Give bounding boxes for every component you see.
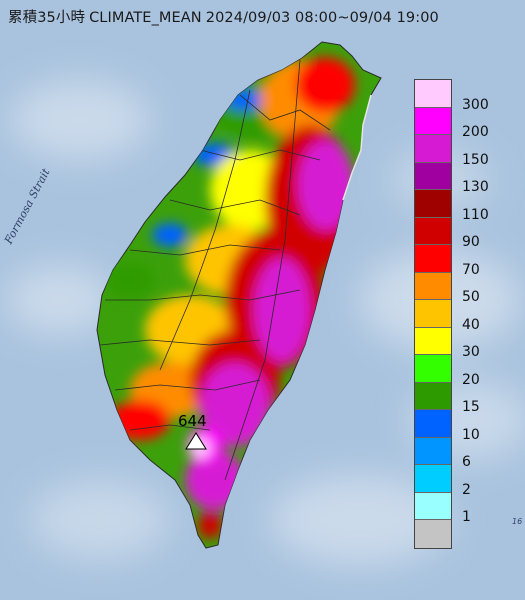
legend-swatch (415, 107, 451, 135)
legend-swatch (415, 162, 451, 190)
legend-swatch (415, 190, 451, 218)
legend-swatch (415, 272, 451, 300)
map-title: 累積35小時 CLIMATE_MEAN 2024/09/03 08:00~09/04… (8, 6, 443, 27)
legend-label: 2 (462, 481, 471, 498)
color-legend (414, 79, 452, 549)
legend-label: 30 (462, 344, 480, 360)
legend-swatch (415, 410, 451, 438)
legend-label: 10 (462, 426, 480, 443)
legend-swatch (415, 382, 451, 410)
legend-label: 300 (462, 96, 489, 113)
boundary-lines (99, 59, 331, 481)
legend-label: 6 (462, 454, 471, 470)
rainfall-field (105, 57, 355, 539)
legend-swatch (415, 520, 451, 548)
max-rainfall-label: 644 (178, 412, 207, 430)
title-model: CLIMATE_MEAN (89, 10, 202, 26)
legend-label: 110 (462, 206, 489, 223)
legend-swatch (415, 217, 451, 245)
legend-label: 90 (462, 234, 480, 250)
legend-label: 50 (462, 289, 480, 305)
legend-swatch (415, 355, 451, 383)
legend-swatch (415, 135, 451, 163)
title-period: 2024/09/03 08:00~09/04 19:00 (205, 10, 439, 26)
legend-label: 15 (462, 399, 480, 415)
edge-label: 16 (512, 517, 523, 526)
title-accum: 累積35小時 (8, 10, 86, 26)
legend-label: 20 (462, 371, 480, 388)
legend-label: 130 (462, 179, 489, 195)
legend-swatch (415, 465, 451, 493)
coastline-highlight (342, 94, 372, 201)
legend-label: 40 (462, 316, 480, 333)
legend-swatch (415, 245, 451, 273)
legend-label: 200 (462, 124, 489, 140)
legend-swatch (415, 327, 451, 355)
legend-swatch (415, 437, 451, 465)
legend-label: 150 (462, 151, 489, 168)
legend-label: 1 (462, 509, 471, 525)
legend-swatch (415, 492, 451, 520)
legend-swatch (415, 300, 451, 328)
legend-label: 70 (462, 261, 480, 278)
triangle-marker-icon (185, 432, 207, 450)
legend-swatch (415, 80, 451, 108)
